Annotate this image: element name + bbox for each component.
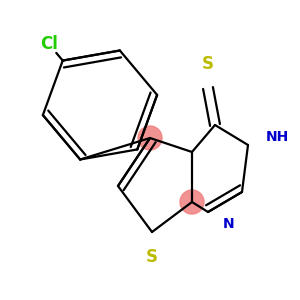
Text: S: S — [202, 55, 214, 73]
Text: Cl: Cl — [40, 35, 58, 53]
Text: N: N — [223, 217, 235, 231]
Circle shape — [138, 126, 162, 150]
Text: NH: NH — [266, 130, 289, 144]
Circle shape — [180, 190, 204, 214]
Text: S: S — [146, 248, 158, 266]
